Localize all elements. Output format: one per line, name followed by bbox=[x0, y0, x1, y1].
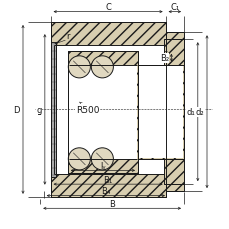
Text: B: B bbox=[109, 199, 114, 208]
Bar bbox=[54, 46, 164, 174]
Circle shape bbox=[68, 148, 90, 170]
Text: r: r bbox=[66, 32, 69, 41]
Bar bbox=[165, 33, 183, 191]
Circle shape bbox=[91, 57, 113, 79]
Circle shape bbox=[68, 57, 90, 79]
Bar bbox=[139, 66, 182, 158]
Text: B₂: B₂ bbox=[159, 54, 168, 63]
Text: g: g bbox=[36, 105, 42, 114]
Bar bbox=[137, 65, 183, 159]
Text: C₁: C₁ bbox=[169, 3, 179, 12]
Text: D: D bbox=[13, 105, 19, 114]
Text: B₄: B₄ bbox=[101, 186, 110, 195]
Bar bbox=[164, 40, 183, 184]
Bar bbox=[50, 23, 165, 197]
Text: R500: R500 bbox=[75, 105, 99, 114]
Bar bbox=[50, 42, 56, 177]
Circle shape bbox=[91, 148, 113, 170]
Bar bbox=[68, 52, 137, 173]
Text: B₁: B₁ bbox=[103, 175, 112, 184]
Bar bbox=[69, 65, 136, 159]
Text: g: g bbox=[36, 105, 42, 114]
Text: d₁: d₁ bbox=[186, 108, 194, 117]
Text: C: C bbox=[105, 3, 111, 12]
Text: lᵧ: lᵧ bbox=[100, 161, 105, 170]
Text: d₂: d₂ bbox=[195, 108, 204, 117]
